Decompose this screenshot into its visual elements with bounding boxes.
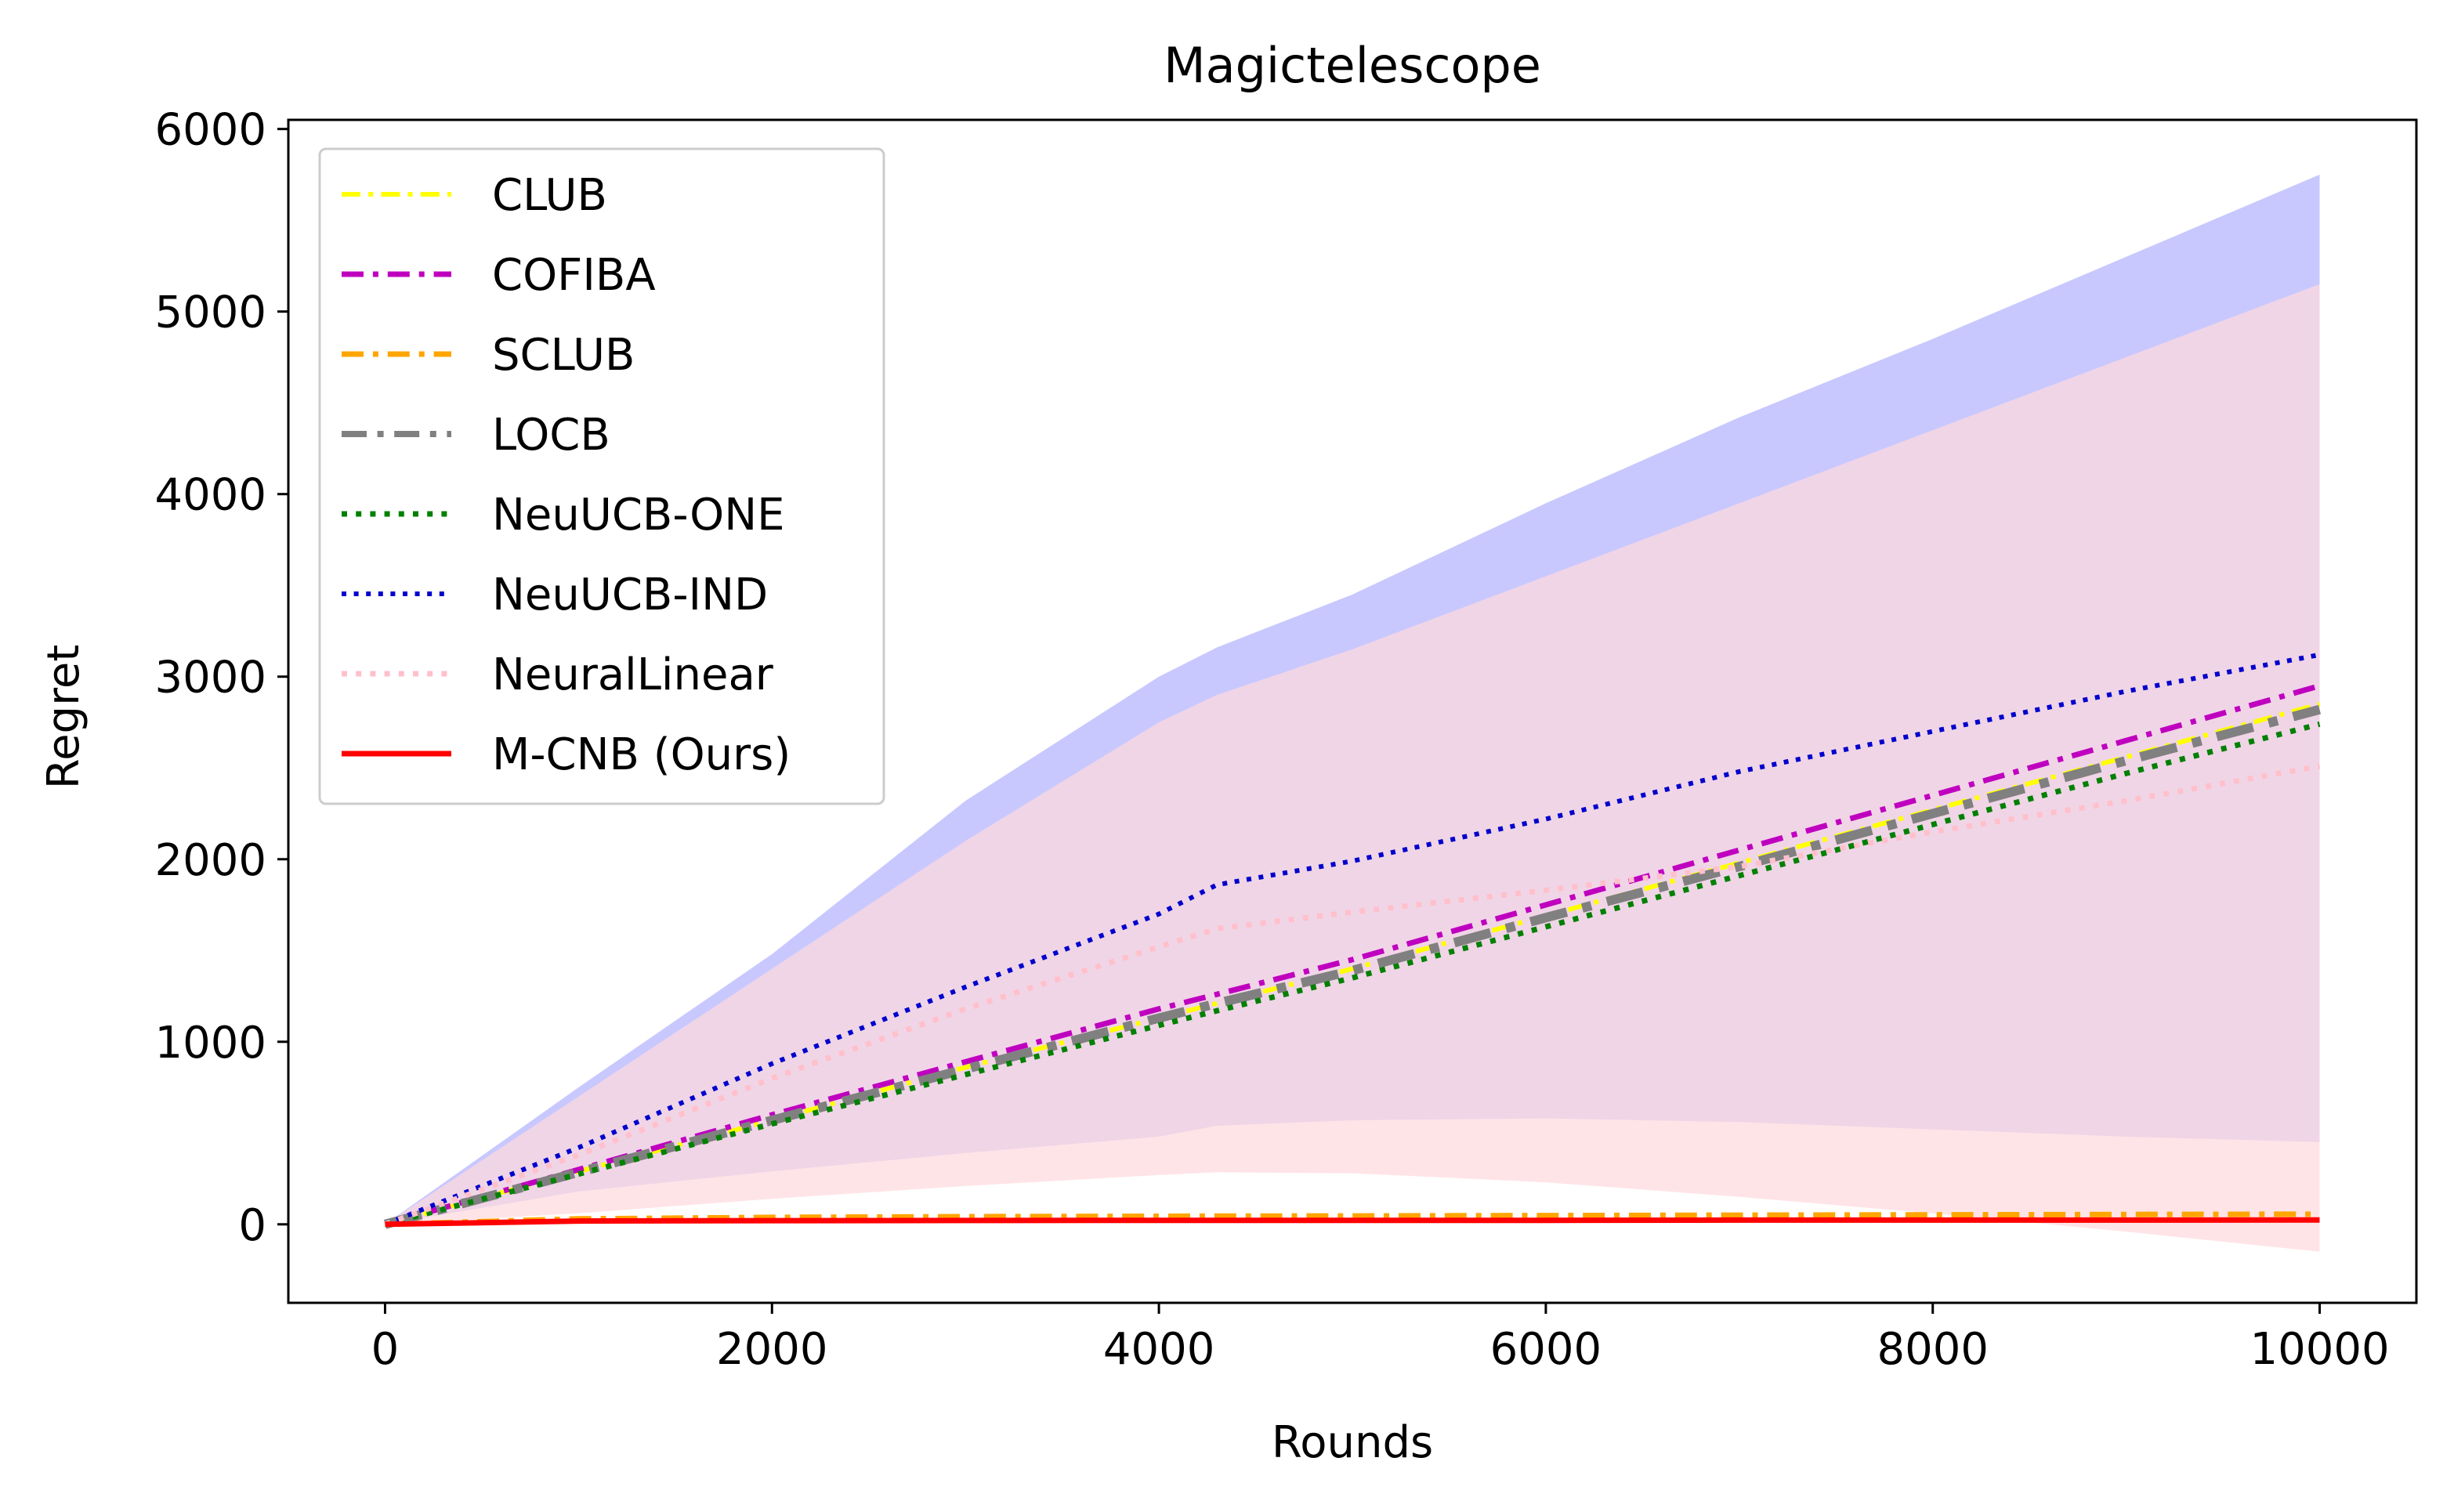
series-line-cofiba [384, 683, 2321, 1228]
y-tick-label: 6000 [154, 105, 266, 156]
chart-title: Magictelescope [1164, 37, 1541, 94]
y-axis: 0 1000 2000 3000 4000 5000 6000 [154, 105, 288, 1251]
y-tick-label: 3000 [154, 653, 266, 704]
y-tick-label: 0 [238, 1200, 266, 1251]
legend-label-club: CLUB [492, 170, 607, 221]
legend-box [318, 147, 885, 805]
legend-label-cofiba: COFIBA [492, 250, 656, 301]
legend-label-locb: LOCB [492, 410, 610, 461]
legend-label-neurallinear: NeuralLinear [492, 649, 774, 700]
x-tick-label: 2000 [716, 1324, 828, 1375]
y-tick-label: 4000 [154, 470, 266, 521]
plot-frame [287, 118, 2418, 1304]
x-tick-label: 10000 [2250, 1324, 2389, 1375]
legend-label-m-cnb-ours: M-CNB (Ours) [492, 729, 791, 780]
x-tick-label: 6000 [1490, 1324, 1602, 1375]
series-line-neuucb-ind [384, 652, 2321, 1227]
legend-label-neuucb-ind: NeuUCB-IND [492, 570, 768, 620]
legend-label-neuucb-one: NeuUCB-ONE [492, 490, 784, 541]
series-line-sclub [385, 1211, 2320, 1228]
x-axis: 0 2000 4000 6000 8000 10000 [371, 1303, 2390, 1375]
x-tick-label: 8000 [1877, 1324, 1989, 1375]
x-tick-label: 4000 [1103, 1324, 1215, 1375]
legend: CLUB COFIBA SCLUB LOCB NeuUCB-ONE NeuUCB-IND N… [318, 147, 885, 805]
series-lines [383, 652, 2322, 1229]
y-axis-label: Regret [38, 645, 89, 790]
y-tick-label: 1000 [154, 1018, 266, 1069]
confidence-bands [385, 174, 2320, 1252]
legend-label-sclub: SCLUB [492, 330, 635, 381]
x-axis-label: Rounds [1272, 1417, 1433, 1468]
neurallinear-band [385, 284, 2320, 1252]
series-line-m-cnb-ours [385, 1217, 2320, 1228]
series-line-neuucb-one [384, 721, 2321, 1228]
series-line-locb [383, 704, 2322, 1229]
y-tick-label: 2000 [154, 835, 266, 886]
y-tick-label: 5000 [154, 288, 266, 338]
x-tick-label: 0 [371, 1324, 400, 1375]
